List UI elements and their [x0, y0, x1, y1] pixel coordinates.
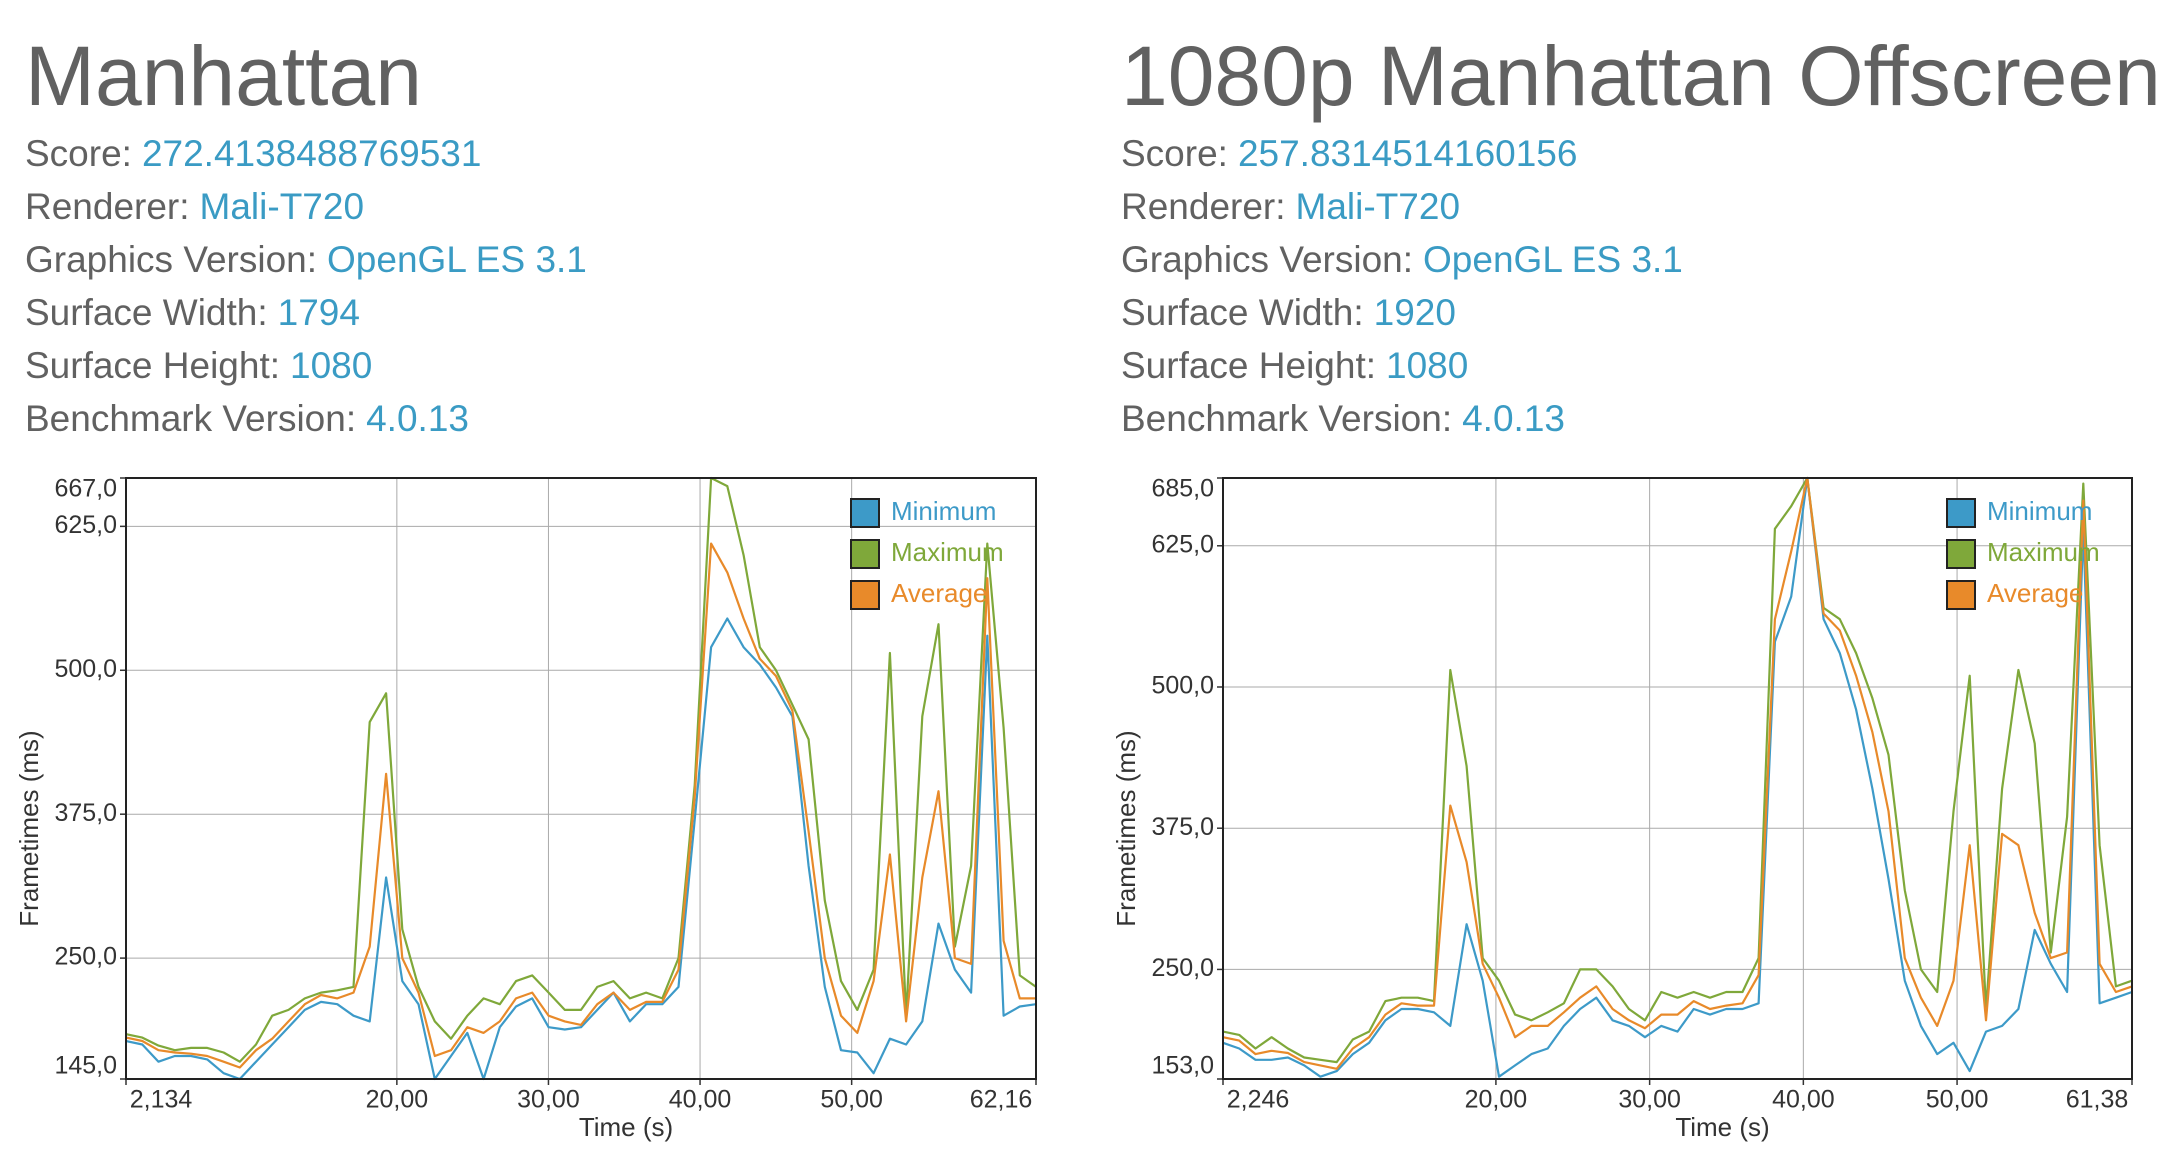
field-value: OpenGL ES 3.1	[1423, 239, 1683, 280]
field-label: Graphics Version:	[25, 239, 317, 280]
y-tick-label: 500,0	[1151, 672, 1214, 700]
x-tick-label: 30,00	[517, 1086, 580, 1114]
x-tick-label: 61,38	[2066, 1086, 2129, 1114]
y-tick-label: 145,0	[54, 1052, 117, 1080]
legend-swatch	[1946, 539, 1976, 569]
x-axis-title: Time (s)	[1675, 1112, 1769, 1142]
y-tick-label: 375,0	[1151, 813, 1214, 841]
y-tick-label: 153,0	[1151, 1052, 1214, 1080]
x-axis-title: Time (s)	[579, 1112, 673, 1142]
y-tick-label: 250,0	[1151, 954, 1214, 982]
field-value: 4.0.13	[1462, 398, 1565, 439]
field-value: 1080	[1386, 345, 1468, 386]
x-tick-label: 2,246	[1227, 1086, 1290, 1114]
legend-swatch	[850, 539, 880, 569]
series-line	[1222, 476, 2133, 1070]
y-tick-label: 667,0	[54, 475, 117, 503]
plot-area	[126, 478, 1036, 1079]
field-value: 1920	[1374, 292, 1456, 333]
panel-title: Manhattan	[25, 29, 422, 123]
y-tick-label: 250,0	[54, 943, 117, 971]
x-tick-label: 30,00	[1618, 1086, 1681, 1114]
field-value: 1080	[290, 345, 372, 386]
field-label: Benchmark Version:	[1121, 398, 1452, 439]
field-value: 272.4138488769531	[142, 133, 482, 174]
y-tick-label: 625,0	[54, 511, 117, 539]
y-axis-title: Frametimes (ms)	[1111, 730, 1141, 926]
legend-label: Average	[1987, 578, 2083, 608]
legend-swatch	[1946, 498, 1976, 528]
x-tick-label: 50,00	[820, 1086, 883, 1114]
field-label: Benchmark Version:	[25, 398, 356, 439]
x-tick-label: 20,00	[1465, 1086, 1528, 1114]
y-tick-label: 500,0	[54, 655, 117, 683]
legend-swatch	[850, 498, 880, 528]
series-line	[125, 617, 1037, 1081]
series-line	[125, 542, 1036, 1069]
legend-label: Average	[891, 578, 987, 608]
field-label: Surface Height:	[1121, 345, 1376, 386]
field-label: Surface Width:	[25, 292, 268, 333]
legend-swatch	[850, 580, 880, 610]
y-tick-label: 625,0	[1151, 530, 1214, 558]
y-tick-label: 375,0	[54, 799, 117, 827]
legend-swatch	[1946, 580, 1976, 610]
series-line	[1222, 476, 2133, 1078]
plot-border	[1222, 477, 2133, 1080]
x-tick-label: 20,00	[366, 1086, 429, 1114]
field-value: 1794	[278, 292, 360, 333]
x-tick-label: 62,16	[970, 1086, 1033, 1114]
field-value: 4.0.13	[366, 398, 469, 439]
y-tick-label: 685,0	[1151, 475, 1214, 503]
x-tick-label: 50,00	[1926, 1086, 1989, 1114]
field-label: Score:	[1121, 133, 1228, 174]
series-line	[125, 476, 1037, 1063]
field-value: OpenGL ES 3.1	[327, 239, 587, 280]
field-value: Mali-T720	[200, 186, 365, 227]
field-label: Surface Width:	[1121, 292, 1364, 333]
legend-label: Maximum	[1987, 537, 2100, 567]
field-label: Surface Height:	[25, 345, 280, 386]
plot-area	[1223, 478, 2132, 1079]
legend-label: Minimum	[891, 496, 996, 526]
y-axis-title: Frametimes (ms)	[14, 730, 44, 926]
x-tick-label: 40,00	[1772, 1086, 1835, 1114]
field-label: Score:	[25, 133, 132, 174]
field-label: Renderer:	[1121, 186, 1286, 227]
series-line	[1222, 476, 2133, 1064]
x-tick-label: 2,134	[130, 1086, 193, 1114]
x-tick-label: 40,00	[669, 1086, 732, 1114]
field-label: Graphics Version:	[1121, 239, 1413, 280]
legend-label: Maximum	[891, 537, 1004, 567]
panel-title: 1080p Manhattan Offscreen	[1121, 29, 2160, 123]
legend-label: Minimum	[1987, 496, 2092, 526]
field-value: 257.8314514160156	[1238, 133, 1578, 174]
field-label: Renderer:	[25, 186, 190, 227]
plot-border	[125, 477, 1037, 1080]
field-value: Mali-T720	[1296, 186, 1461, 227]
